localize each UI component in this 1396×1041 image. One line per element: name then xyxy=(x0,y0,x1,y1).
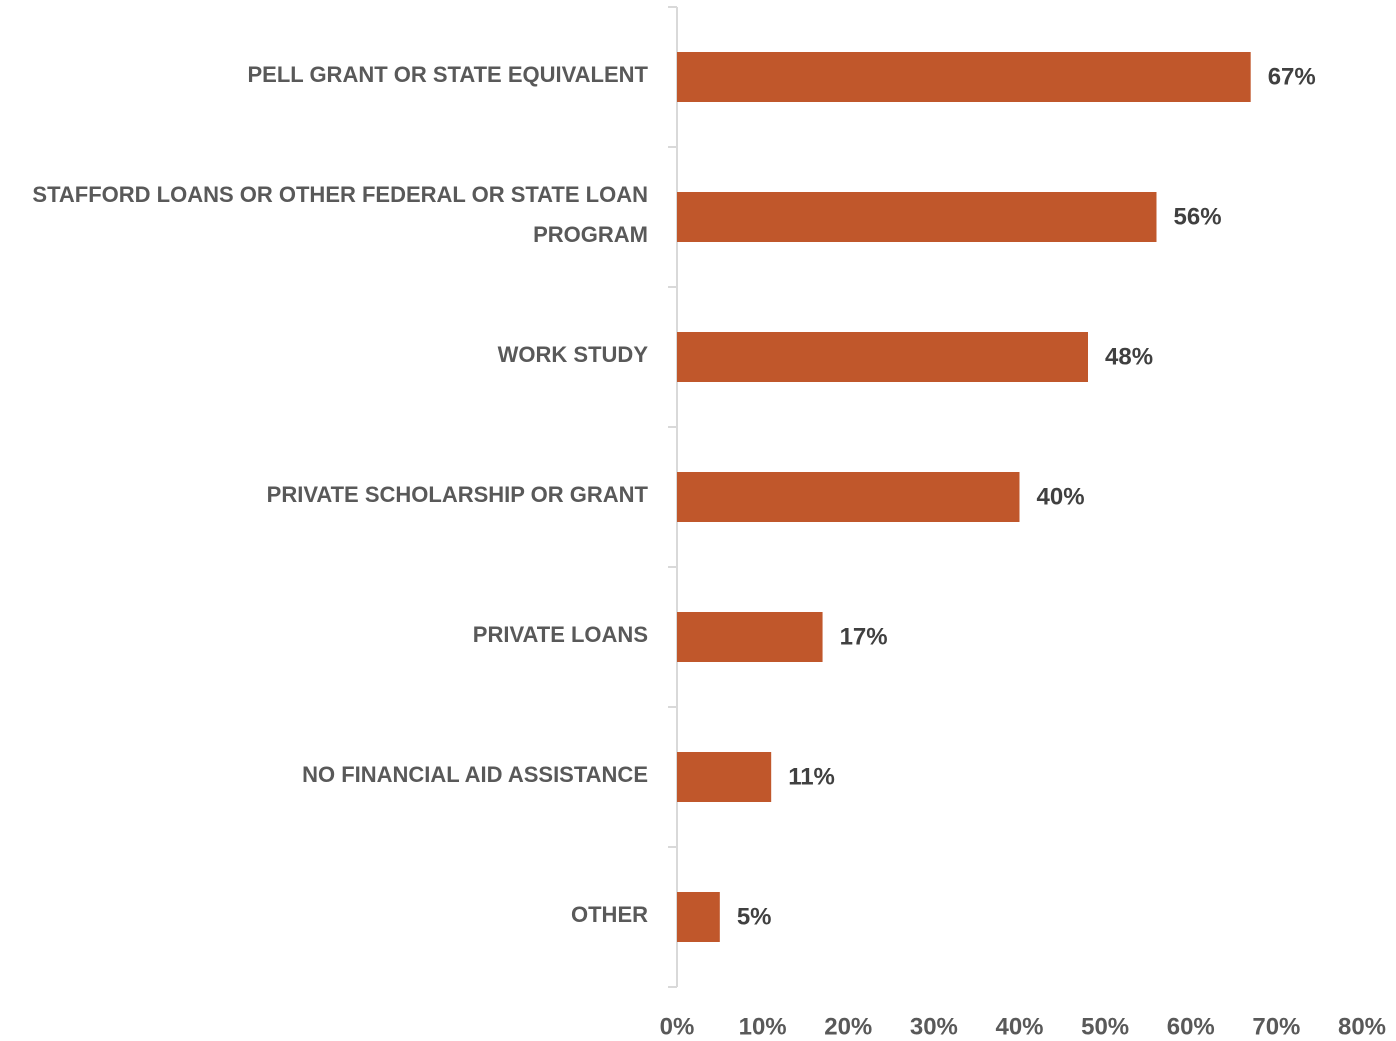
data-label: 56% xyxy=(1174,203,1222,230)
data-label: 11% xyxy=(788,763,835,790)
bar xyxy=(677,332,1088,382)
x-tick-label: 80% xyxy=(1338,1013,1386,1040)
y-tick-label: STAFFORD LOANS OR OTHER FEDERAL OR STATE… xyxy=(32,182,648,247)
x-tick-label: 50% xyxy=(1081,1013,1129,1040)
y-tick-label: OTHER xyxy=(571,902,648,927)
bar xyxy=(677,472,1020,522)
x-tick-label: 70% xyxy=(1252,1013,1300,1040)
y-tick-label: NO FINANCIAL AID ASSISTANCE xyxy=(302,762,648,787)
bar xyxy=(677,612,823,662)
x-tick-label: 10% xyxy=(739,1013,787,1040)
x-tick-label: 60% xyxy=(1167,1013,1215,1040)
y-tick-label: WORK STUDY xyxy=(497,342,648,367)
y-tick-label: PELL GRANT OR STATE EQUIVALENT xyxy=(247,62,649,87)
bar xyxy=(677,752,772,802)
data-label: 67% xyxy=(1268,63,1316,90)
y-tick-label: PRIVATE LOANS xyxy=(472,622,648,647)
x-tick-label: 0% xyxy=(660,1013,695,1040)
x-tick-label: 30% xyxy=(910,1013,958,1040)
bar xyxy=(677,892,720,942)
x-tick-label: 20% xyxy=(824,1013,872,1040)
bar xyxy=(677,52,1251,102)
data-label: 40% xyxy=(1037,483,1085,510)
data-label: 17% xyxy=(840,623,888,650)
data-label: 5% xyxy=(737,903,772,930)
data-label: 48% xyxy=(1105,343,1153,370)
x-tick-label: 40% xyxy=(995,1013,1043,1040)
y-tick-label: PRIVATE SCHOLARSHIP OR GRANT xyxy=(266,482,648,507)
bar xyxy=(677,192,1157,242)
